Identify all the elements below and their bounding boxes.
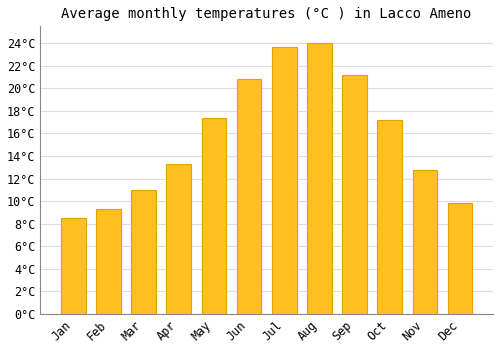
Bar [61, 218, 86, 314]
Bar [307, 43, 332, 314]
Bar [412, 169, 438, 314]
Bar [131, 190, 156, 314]
Bar [96, 209, 120, 314]
Bar [202, 118, 226, 314]
Bar [272, 47, 296, 314]
Title: Average monthly temperatures (°C ) in Lacco Ameno: Average monthly temperatures (°C ) in La… [62, 7, 472, 21]
Bar [448, 203, 472, 314]
Bar [342, 75, 367, 314]
Bar [378, 120, 402, 314]
Bar [166, 164, 191, 314]
Bar [237, 79, 262, 314]
